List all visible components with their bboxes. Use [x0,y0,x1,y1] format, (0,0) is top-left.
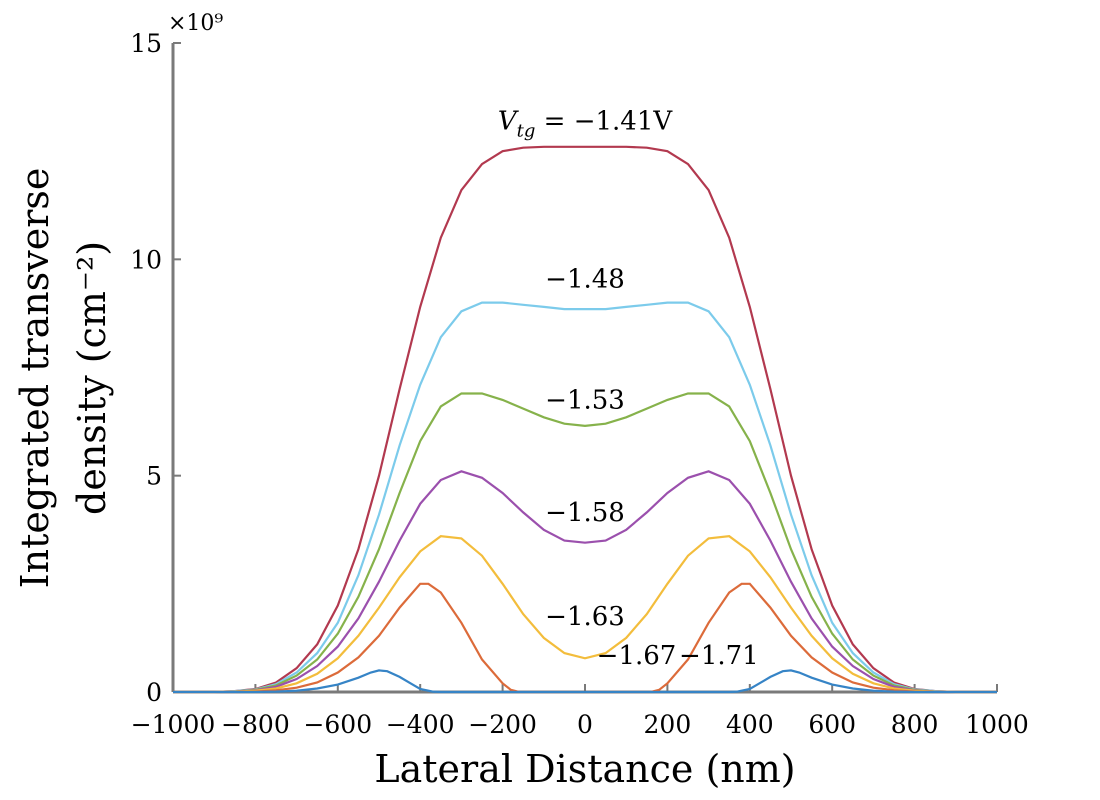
x-tick-label: −200 [468,710,537,739]
series-layer [173,145,997,694]
curve-label: −1.48 [545,264,625,294]
y-tick-label: 10 [130,245,162,274]
x-tick-label: 0 [577,710,593,739]
y-axis-title-line2: density (cm⁻²) [70,241,114,515]
y-tick-label: 5 [146,462,162,491]
curve-label: −1.63 [545,602,625,632]
series-line-4 [173,535,997,694]
x-tick-label: −600 [303,710,372,739]
axis-titles: Lateral Distance (nm) Integrated transver… [13,168,796,791]
series-line-1 [173,301,997,694]
curve-label: Vtg = −1.41V [498,107,674,142]
y-axis-title-line1: Integrated transverse [13,168,57,589]
series-line-3 [173,470,997,694]
curve-label: −1.53 [545,386,625,416]
y-tick-label: 15 [130,29,162,58]
curve-label: −1.58 [545,498,625,528]
curve-label: −1.67 [597,641,677,671]
series-line-0 [173,145,997,694]
annotation-layer: Vtg = −1.41V −1.48 −1.53 −1.63 −1.58 −1.67 −1.… [498,107,759,671]
x-axis-title: Lateral Distance (nm) [374,747,795,791]
x-tick-label: 800 [891,710,939,739]
axes: −1000 −800 −600 −400 −200 0 200 400 600 800 1000 0 5… [130,11,1029,739]
y-tick-label: 0 [146,678,162,707]
series-line-2 [173,392,997,694]
y-axis-multiplier: ×10⁹ [168,11,223,36]
x-tick-label: −800 [221,710,290,739]
curve-label: −1.71 [679,641,759,671]
x-tick-label: 1000 [965,710,1029,739]
x-tick-label: −400 [386,710,455,739]
x-tick-label: 200 [644,710,692,739]
x-tick-label: 400 [726,710,774,739]
x-tick-label: −1000 [131,710,216,739]
x-tick-label: 600 [808,710,856,739]
series-line-6 [173,669,997,694]
